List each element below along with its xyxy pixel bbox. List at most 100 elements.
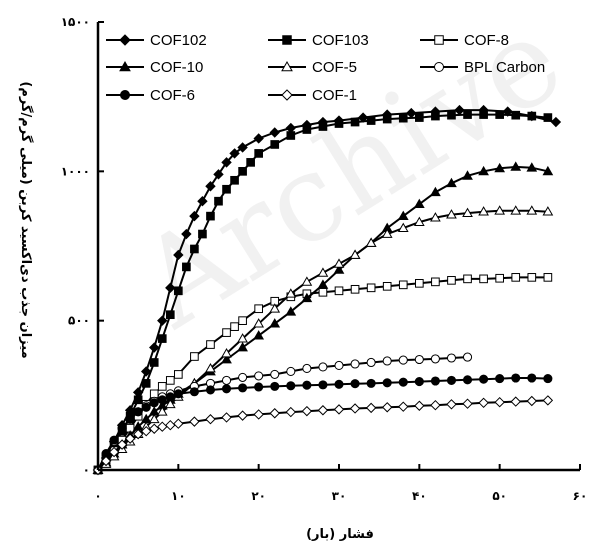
data-point-cof103 xyxy=(528,112,536,120)
legend-marker-cof102 xyxy=(120,35,130,45)
x-tick-label: ۴۰ xyxy=(412,489,427,503)
data-point-cof-8 xyxy=(231,323,239,331)
data-point-cof-6 xyxy=(496,375,504,383)
data-point-cof102 xyxy=(158,316,167,325)
data-point-cof-6 xyxy=(166,393,174,401)
data-point-cof-1 xyxy=(238,411,247,420)
data-point-cof-6 xyxy=(126,415,134,423)
legend-label-cof-5: COF-5 xyxy=(312,59,357,76)
data-point-cof-1 xyxy=(495,398,504,407)
data-point-cof-6 xyxy=(463,376,471,384)
data-point-cof-1 xyxy=(447,400,456,409)
data-point-bpl-carbon xyxy=(399,356,407,364)
data-point-bpl-carbon xyxy=(383,357,391,365)
data-point-cof-8 xyxy=(432,278,440,286)
data-point-cof103 xyxy=(239,168,247,176)
data-point-cof-6 xyxy=(206,386,214,394)
data-point-cof-6 xyxy=(271,382,279,390)
x-tick-label: ۲۰ xyxy=(251,489,266,503)
data-point-cof-1 xyxy=(367,403,376,412)
data-point-cof-8 xyxy=(166,377,174,385)
legend-item-cof-10: COF-10 xyxy=(106,59,203,76)
data-point-cof-8 xyxy=(367,284,375,292)
data-point-bpl-carbon xyxy=(431,355,439,363)
data-point-cof-6 xyxy=(447,376,455,384)
data-point-cof103 xyxy=(544,114,552,122)
legend-marker-cof-1 xyxy=(282,90,292,100)
legend-label-cof-1: COF-1 xyxy=(312,87,357,104)
legend-item-cof-6: COF-6 xyxy=(106,87,195,104)
data-point-cof103 xyxy=(351,118,359,126)
data-point-cof-1 xyxy=(431,401,440,410)
data-point-cof103 xyxy=(287,132,295,140)
data-point-cof103 xyxy=(255,150,263,158)
legend-item-cof-1: COF-1 xyxy=(268,87,357,104)
data-point-cof-8 xyxy=(544,274,552,282)
series-line-cof-6 xyxy=(98,378,548,470)
data-point-cof-8 xyxy=(223,329,231,337)
data-point-bpl-carbon xyxy=(319,363,327,371)
data-point-cof-6 xyxy=(190,388,198,396)
data-point-cof-6 xyxy=(335,380,343,388)
data-point-cof-8 xyxy=(416,280,424,288)
legend-label-cof-8: COF-8 xyxy=(464,32,509,49)
legend-label-bpl-carbon: BPL Carbon xyxy=(464,59,545,76)
legend-label-cof-10: COF-10 xyxy=(150,59,203,76)
y-tick-label: ۱۰۰۰ xyxy=(61,164,90,178)
data-point-cof103 xyxy=(158,335,166,343)
data-point-cof103 xyxy=(319,123,327,131)
legend-marker-bpl-carbon xyxy=(435,63,444,72)
data-point-cof-6 xyxy=(415,378,423,386)
data-point-cof-6 xyxy=(399,378,407,386)
data-point-cof-1 xyxy=(335,405,344,414)
data-point-bpl-carbon xyxy=(239,373,247,381)
data-point-cof-8 xyxy=(399,281,407,289)
legend-item-cof103: COF103 xyxy=(268,32,369,49)
data-point-cof-6 xyxy=(303,381,311,389)
data-point-cof-8 xyxy=(480,275,488,283)
data-point-cof-1 xyxy=(415,401,424,410)
data-point-cof-6 xyxy=(239,384,247,392)
data-point-cof-1 xyxy=(302,407,311,416)
data-point-cof-1 xyxy=(318,406,327,415)
data-point-cof-1 xyxy=(206,415,215,424)
x-axis-title: فشار (بار) xyxy=(306,527,374,542)
data-point-cof-1 xyxy=(351,404,360,413)
data-point-bpl-carbon xyxy=(415,355,423,363)
data-point-cof103 xyxy=(183,263,191,271)
legend-label-cof103: COF103 xyxy=(312,32,369,49)
data-point-cof103 xyxy=(464,111,472,119)
data-point-cof-1 xyxy=(174,419,183,428)
legend-marker-cof-6 xyxy=(121,91,130,100)
data-point-cof-6 xyxy=(134,408,142,416)
data-point-cof-8 xyxy=(351,285,359,293)
x-tick-label: ۱۰ xyxy=(171,489,186,503)
data-point-cof103 xyxy=(496,111,504,119)
data-point-cof103 xyxy=(199,230,207,238)
data-point-cof-1 xyxy=(479,398,488,407)
data-point-cof-1 xyxy=(150,424,159,433)
data-point-cof-6 xyxy=(383,379,391,387)
data-point-cof103 xyxy=(271,141,279,149)
legend-marker-cof103 xyxy=(283,36,292,45)
legend-label-cof-6: COF-6 xyxy=(150,87,195,104)
data-point-cof-8 xyxy=(175,371,183,379)
data-point-cof-1 xyxy=(527,397,536,406)
data-point-cof-6 xyxy=(158,396,166,404)
legend-label-cof102: COF102 xyxy=(150,32,207,49)
data-point-bpl-carbon xyxy=(351,360,359,368)
data-point-cof-8 xyxy=(191,353,199,361)
data-point-cof-6 xyxy=(118,424,126,432)
x-tick-label: ۵۰ xyxy=(492,489,507,503)
data-point-cof-6 xyxy=(142,403,150,411)
data-point-cof-1 xyxy=(399,402,408,411)
data-point-cof103 xyxy=(480,111,488,119)
data-point-cof-6 xyxy=(480,375,488,383)
watermark: Archive xyxy=(116,0,585,355)
data-point-cof103 xyxy=(399,114,407,122)
data-point-cof103 xyxy=(303,126,311,134)
y-tick-label: ۵۰۰ xyxy=(68,314,90,328)
y-tick-label: ۰ xyxy=(83,463,90,477)
data-point-cof-1 xyxy=(166,421,175,430)
